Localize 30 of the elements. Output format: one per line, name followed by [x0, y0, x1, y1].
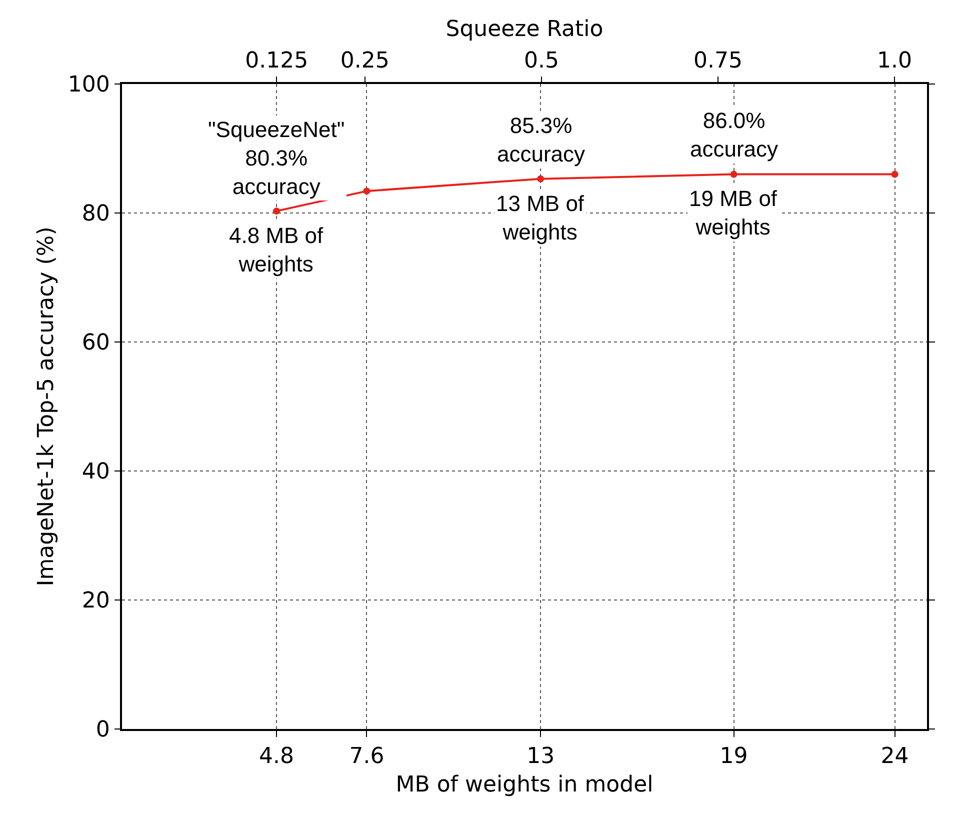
y-tick-label: 100: [68, 72, 110, 98]
y-tick-label: 80: [82, 202, 110, 227]
annotation: 19 MB of weights: [689, 186, 778, 240]
point: [537, 175, 544, 182]
annotation: 13 MB of weights: [496, 191, 585, 245]
x2-axis-title: Squeeze Ratio: [446, 16, 604, 42]
point: [363, 188, 370, 195]
x2-tick-label: 0.25: [340, 48, 390, 74]
x2-tick-label: 1.0: [877, 48, 912, 74]
annotation: 86.0% accuracy: [690, 108, 778, 162]
x-tick-label: 4.8: [259, 744, 294, 770]
annotation: 85.3% accuracy: [497, 113, 586, 167]
y-tick-label: 20: [82, 588, 110, 614]
x-tick-label: 24: [880, 744, 909, 770]
point: [891, 170, 898, 178]
x2-tick-label: 0.75: [693, 48, 742, 74]
x-tick-label: 13: [526, 744, 555, 770]
y-axis-title: ImageNet-1k Top-5 accuracy (%): [34, 226, 60, 586]
y-tick-label: 60: [82, 330, 110, 356]
x-axis-title: MB of weights in model: [396, 772, 654, 798]
y-tick-label: 0: [96, 718, 110, 743]
annotation: 4.8 MB of weights: [229, 223, 324, 277]
annotation: "SqueezeNet" 80.3% accuracy: [208, 117, 345, 200]
y-tick-label: 40: [82, 460, 110, 485]
x-tick-label: 19: [720, 744, 748, 770]
x2-tick-label: 0.5: [524, 48, 559, 74]
point: [273, 208, 280, 215]
point: [730, 170, 738, 178]
x2-tick-label: 0.125: [245, 48, 308, 74]
x-tick-label: 7.6: [349, 744, 384, 770]
